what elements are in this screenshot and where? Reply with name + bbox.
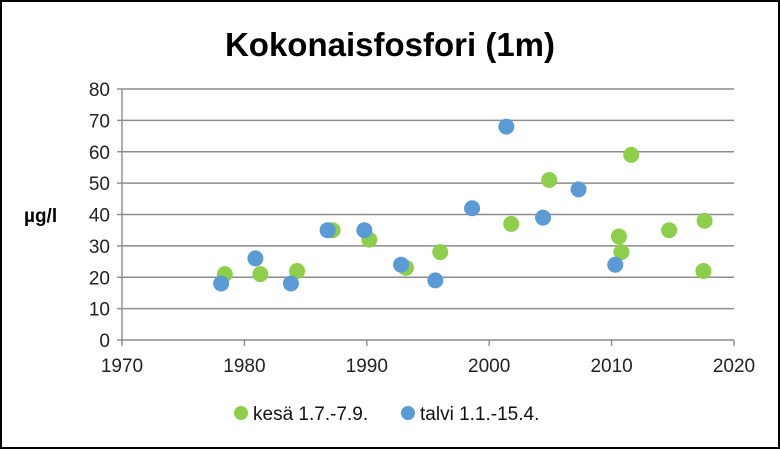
data-point — [393, 256, 410, 273]
y-tick-label: 10 — [89, 300, 110, 321]
data-point — [570, 181, 587, 198]
data-point — [535, 209, 552, 226]
y-tick-label: 0 — [99, 331, 110, 352]
legend-marker-blue-dot-icon — [401, 406, 415, 420]
y-tick-label: 70 — [89, 111, 110, 132]
data-point — [356, 222, 373, 239]
x-tick-label: 1980 — [223, 356, 265, 377]
chart-title: Kokonaisfosfori (1m) — [225, 26, 555, 63]
data-point — [427, 272, 444, 289]
legend: kesä 1.7.-7.9. talvi 1.1.-15.4. — [234, 404, 539, 425]
legend-marker-green-dot-icon — [234, 406, 248, 420]
legend-label-talvi: talvi 1.1.-15.4. — [420, 404, 539, 425]
data-point — [319, 222, 336, 239]
data-point — [607, 256, 624, 273]
x-tick-label: 2010 — [590, 356, 632, 377]
data-point — [661, 222, 678, 239]
data-point — [696, 212, 713, 229]
data-point — [610, 228, 627, 245]
y-tick-label: 80 — [89, 80, 110, 101]
data-point — [282, 275, 299, 292]
data-point — [252, 266, 269, 283]
y-axis-label: µg/l — [24, 206, 57, 227]
x-tick-label: 2000 — [468, 356, 510, 377]
data-points — [213, 118, 713, 292]
data-point — [498, 118, 515, 135]
x-axis-ticks: 1970 1980 1990 2000 2010 2020 — [101, 356, 755, 377]
x-tick-label: 2020 — [713, 356, 755, 377]
x-tick-label: 1970 — [101, 356, 143, 377]
data-point — [247, 250, 264, 267]
y-tick-label: 20 — [89, 268, 110, 289]
legend-item-talvi[interactable]: talvi 1.1.-15.4. — [401, 404, 539, 425]
data-point — [613, 244, 630, 261]
data-point — [432, 244, 449, 261]
gridlines — [122, 88, 734, 310]
data-point — [503, 215, 520, 232]
data-point — [213, 275, 230, 292]
y-tick-label: 60 — [89, 143, 110, 164]
y-tick-label: 50 — [89, 174, 110, 195]
y-tick-label: 30 — [89, 237, 110, 258]
legend-item-kesa[interactable]: kesä 1.7.-7.9. — [234, 404, 368, 425]
data-point — [289, 262, 306, 279]
y-tick-label: 40 — [89, 206, 110, 227]
data-point — [695, 262, 712, 279]
axes — [117, 88, 735, 346]
y-axis-ticks: 0 10 20 30 40 50 60 70 80 — [89, 80, 110, 352]
data-point — [541, 171, 558, 188]
x-tick-label: 1990 — [346, 356, 388, 377]
legend-label-kesa: kesä 1.7.-7.9. — [253, 404, 368, 425]
data-point — [623, 146, 640, 163]
data-point — [464, 200, 481, 217]
